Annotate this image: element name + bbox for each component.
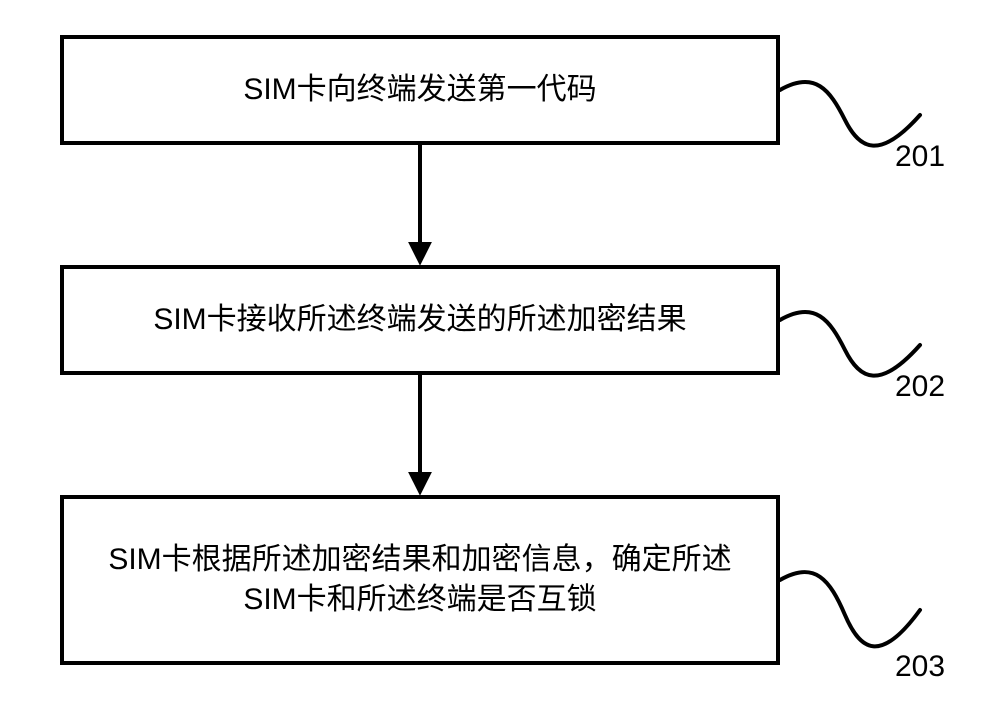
step-number-label: 203 — [895, 650, 945, 684]
flow-step-1: SIM卡向终端发送第一代码 — [60, 35, 780, 145]
flow-step-3: SIM卡根据所述加密结果和加密信息，确定所述SIM卡和所述终端是否互锁 — [60, 495, 780, 665]
flow-step-text: SIM卡根据所述加密结果和加密信息，确定所述SIM卡和所述终端是否互锁 — [64, 540, 776, 621]
flow-step-text: SIM卡向终端发送第一代码 — [64, 70, 776, 111]
flow-step-2: SIM卡接收所述终端发送的所述加密结果 — [60, 265, 780, 375]
step-number-label: 201 — [895, 140, 945, 174]
flow-step-text: SIM卡接收所述终端发送的所述加密结果 — [64, 300, 776, 341]
step-number-label: 202 — [895, 370, 945, 404]
flowchart-canvas: SIM卡向终端发送第一代码 SIM卡接收所述终端发送的所述加密结果 SIM卡根据所述… — [0, 0, 1000, 718]
